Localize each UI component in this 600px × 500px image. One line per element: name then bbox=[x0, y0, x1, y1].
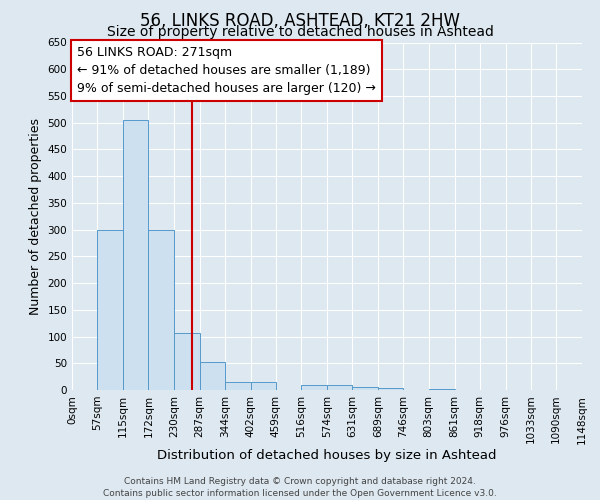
X-axis label: Distribution of detached houses by size in Ashtead: Distribution of detached houses by size … bbox=[157, 449, 497, 462]
Y-axis label: Number of detached properties: Number of detached properties bbox=[29, 118, 42, 315]
Text: Contains HM Land Registry data © Crown copyright and database right 2024.
Contai: Contains HM Land Registry data © Crown c… bbox=[103, 476, 497, 498]
Text: 56 LINKS ROAD: 271sqm
← 91% of detached houses are smaller (1,189)
9% of semi-de: 56 LINKS ROAD: 271sqm ← 91% of detached … bbox=[77, 46, 376, 95]
Bar bbox=[327, 384, 352, 390]
Bar bbox=[352, 388, 378, 390]
Bar bbox=[251, 382, 276, 390]
Bar bbox=[123, 120, 148, 390]
Bar bbox=[148, 230, 174, 390]
Bar bbox=[174, 333, 199, 390]
Bar bbox=[97, 230, 123, 390]
Text: Size of property relative to detached houses in Ashtead: Size of property relative to detached ho… bbox=[107, 25, 493, 39]
Bar bbox=[429, 389, 455, 390]
Bar bbox=[301, 384, 327, 390]
Bar bbox=[199, 362, 225, 390]
Text: 56, LINKS ROAD, ASHTEAD, KT21 2HW: 56, LINKS ROAD, ASHTEAD, KT21 2HW bbox=[140, 12, 460, 30]
Bar bbox=[225, 382, 251, 390]
Bar bbox=[378, 388, 403, 390]
